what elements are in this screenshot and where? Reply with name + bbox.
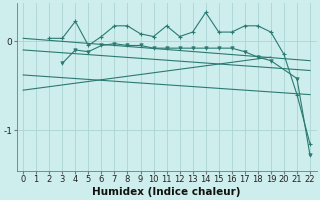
X-axis label: Humidex (Indice chaleur): Humidex (Indice chaleur) xyxy=(92,187,241,197)
